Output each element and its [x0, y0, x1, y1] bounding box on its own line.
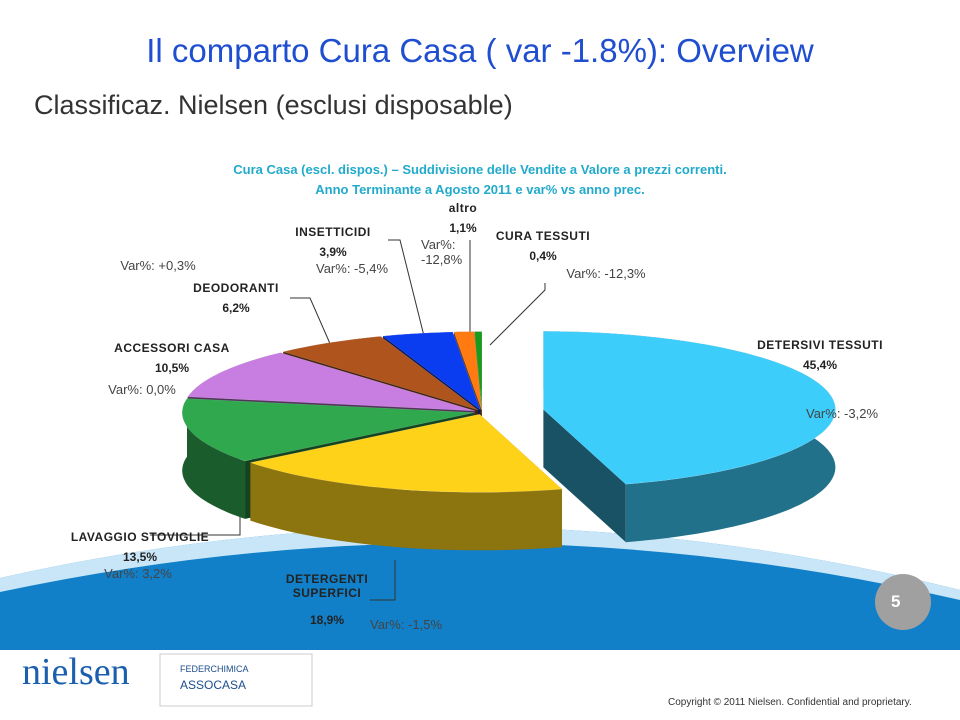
slice-label: DETERSIVI TESSUTI — [757, 338, 883, 352]
annotation: Var%: -12,8% — [421, 237, 463, 267]
chart-subtitle: Anno Terminante a Agosto 2011 e var% vs … — [315, 182, 645, 197]
slice-label: INSETTICIDI — [295, 225, 371, 239]
slice — [453, 331, 482, 410]
value-label: 45,4% — [802, 358, 838, 372]
slice-label: DEODORANTI — [193, 281, 279, 295]
value-label: 1,1% — [449, 221, 477, 235]
partner-logo-2: ASSOCASA — [180, 678, 247, 692]
annotation: Var%: -12,3% — [566, 266, 646, 281]
slice — [543, 331, 836, 485]
nielsen-logo: nielsen — [22, 651, 130, 693]
footer-highlight — [0, 526, 960, 600]
slice — [187, 352, 476, 412]
slice-label: ACCESSORI CASA — [114, 341, 230, 355]
page-number: 5 — [891, 592, 901, 611]
annotation: Var%: -5,4% — [315, 261, 389, 276]
page-badge — [875, 574, 931, 630]
partner-logo-box — [159, 653, 313, 707]
annotation: Var%: -1,5% — [369, 617, 443, 632]
footer-white — [0, 650, 960, 720]
slice-label: DETERGENTI SUPERFICI — [285, 572, 369, 600]
annotation: Var%: +0,3% — [120, 258, 196, 273]
value-label: 10,5% — [154, 361, 190, 375]
slice — [382, 331, 481, 411]
slice-label: CURA TESSUTI — [495, 229, 591, 243]
slice-side — [182, 398, 245, 519]
copyright: Copyright © 2011 Nielsen. Confidential a… — [668, 697, 912, 708]
value-label: 0,4% — [529, 249, 557, 263]
annotation: Var%: 0,0% — [108, 382, 176, 397]
annotation: Var%: 3,2% — [104, 566, 172, 581]
slice — [249, 414, 563, 493]
slice-side — [543, 409, 626, 543]
slice — [282, 336, 479, 411]
annotation: Var%: -3,2% — [805, 406, 879, 421]
slice-label: altro — [448, 201, 478, 215]
slice — [474, 331, 483, 410]
partner-logo-1: FEDERCHIMICA — [180, 664, 249, 674]
chart-title: Cura Casa (escl. dispos.) – Suddivisione… — [233, 162, 727, 177]
value-label: 18,9% — [309, 613, 345, 627]
slide-subtitle: Classificaz. Nielsen (esclusi disposable… — [34, 90, 513, 120]
value-label: 6,2% — [222, 301, 250, 315]
slide-title: Il comparto Cura Casa ( var -1.8%): Over… — [146, 32, 814, 69]
slice-label: LAVAGGIO STOVIGLIE — [70, 530, 210, 544]
value-label: 3,9% — [319, 245, 347, 259]
slice-side — [250, 462, 562, 551]
slice — [181, 398, 475, 462]
value-label: 13,5% — [122, 550, 158, 564]
